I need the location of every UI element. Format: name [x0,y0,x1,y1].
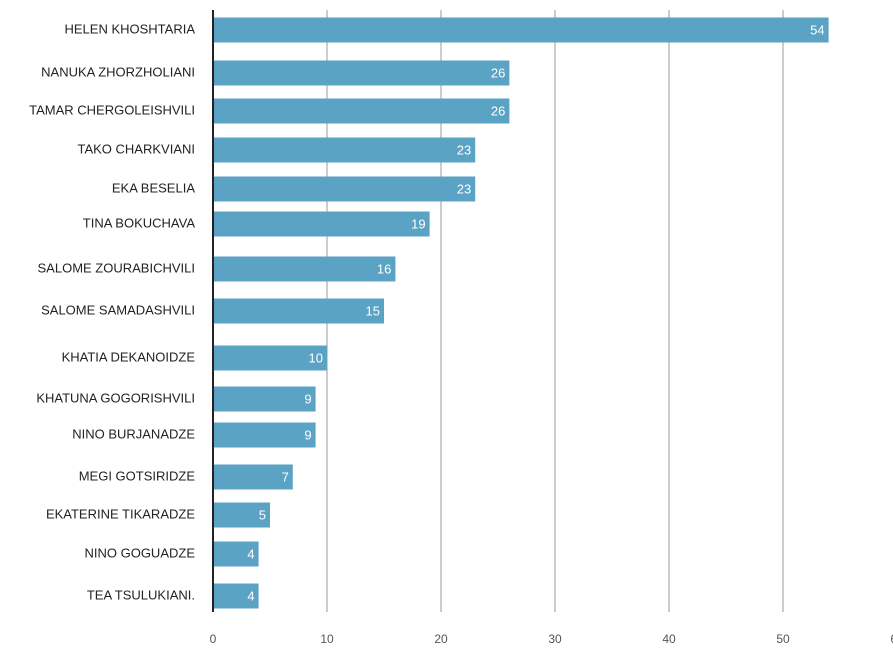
value-label: 9 [304,427,311,442]
y-tick-label: TAKO CHARKVIANI [77,141,195,156]
bar [213,60,510,86]
y-tick-label: EKA BESELIA [112,180,195,195]
bar [213,211,430,237]
value-label: 54 [810,22,824,37]
value-label: 26 [491,103,505,118]
bar [213,137,476,163]
value-label: 19 [411,216,425,231]
bar [213,583,259,609]
value-label: 16 [377,261,391,276]
bar [213,176,476,202]
value-label: 7 [282,469,289,484]
value-label: 10 [309,350,323,365]
bar [213,256,396,282]
bar [213,98,510,124]
bar [213,502,270,528]
bar [213,464,293,490]
bar [213,298,384,324]
value-label: 9 [304,391,311,406]
bar [213,422,316,448]
value-label: 5 [259,507,266,522]
x-tick-label: 20 [434,632,448,646]
bar [213,541,259,567]
x-tick-label: 50 [776,632,790,646]
bar [213,345,327,371]
y-tick-label: NANUKA ZHORZHOLIANI [41,64,195,79]
bar [213,386,316,412]
y-tick-label: NINO GOGUADZE [84,545,195,560]
x-tick-label: 30 [548,632,562,646]
y-tick-label: TEA TSULUKIANI. [87,587,195,602]
y-tick-label: TINA BOKUCHAVA [83,215,196,230]
y-tick-label: SALOME SAMADASHVILI [41,302,195,317]
y-tick-label: EKATERINE TIKARADZE [46,506,195,521]
y-tick-label: TAMAR CHERGOLEISHVILI [29,102,195,117]
bar [213,17,829,43]
x-tick-label: 0 [210,632,217,646]
x-tick-label: 10 [320,632,334,646]
y-tick-label: MEGI GOTSIRIDZE [79,468,196,483]
y-tick-label: SALOME ZOURABICHVILI [38,260,195,275]
value-label: 23 [457,181,471,196]
y-tick-label: NINO BURJANADZE [72,426,195,441]
y-tick-label: KHATUNA GOGORISHVILI [36,390,195,405]
x-tick-label: 60 [890,632,893,646]
x-tick-label: 40 [662,632,676,646]
value-label: 26 [491,65,505,80]
value-label: 4 [247,546,254,561]
y-tick-label: KHATIA DEKANOIDZE [62,349,196,364]
value-label: 15 [366,303,380,318]
value-label: 4 [247,588,254,603]
y-tick-label: HELEN KHOSHTARIA [64,21,195,36]
value-label: 23 [457,142,471,157]
